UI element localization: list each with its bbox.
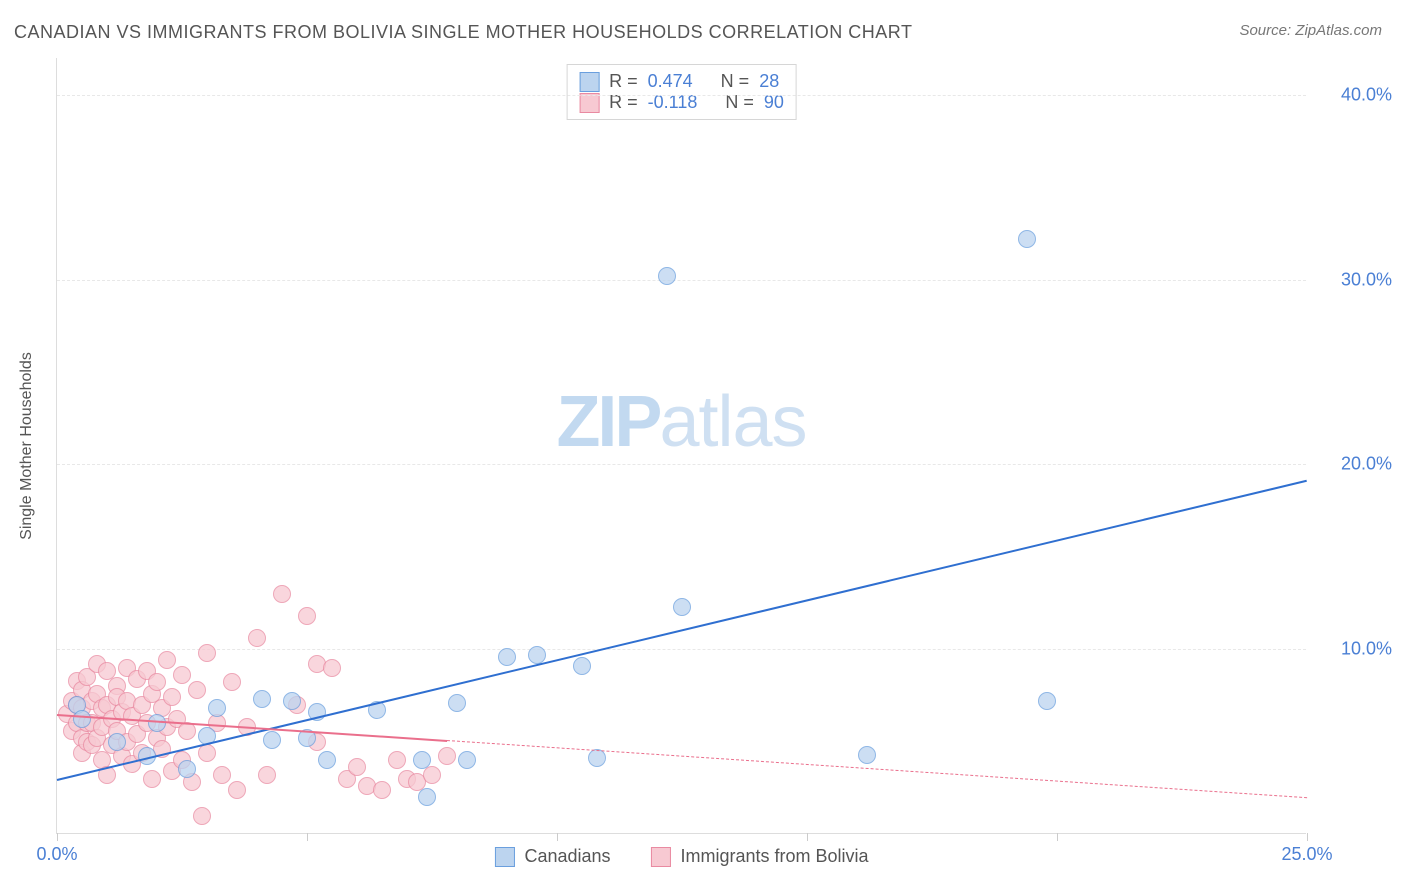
r-label: R = [609,71,638,92]
scatter-point [148,673,166,691]
scatter-point [163,688,181,706]
scatter-point [253,690,271,708]
scatter-point [318,751,336,769]
scatter-point [438,747,456,765]
correlation-stats-box: R = 0.474 N = 28 R = -0.118 N = 90 [566,64,797,120]
trend-line [447,740,1307,798]
y-tick-label: 40.0% [1316,84,1392,105]
x-tick-mark [807,833,808,841]
scatter-point [588,749,606,767]
scatter-point [148,714,166,732]
legend-swatch-bolivia [651,847,671,867]
scatter-point [373,781,391,799]
legend-label-bolivia: Immigrants from Bolivia [681,846,869,867]
legend-swatch-canadians [494,847,514,867]
legend-label-canadians: Canadians [524,846,610,867]
scatter-point [158,651,176,669]
scatter-point [248,629,266,647]
scatter-point [298,607,316,625]
scatter-point [418,788,436,806]
scatter-point [388,751,406,769]
chart-container: CANADIAN VS IMMIGRANTS FROM BOLIVIA SING… [0,0,1406,892]
scatter-point [573,657,591,675]
scatter-point [258,766,276,784]
scatter-point [193,807,211,825]
scatter-point [228,781,246,799]
swatch-canadians [579,72,599,92]
scatter-point [413,751,431,769]
scatter-point [528,646,546,664]
chart-source: Source: ZipAtlas.com [1239,22,1382,39]
trend-line [57,479,1307,780]
scatter-point [143,770,161,788]
x-tick-mark [557,833,558,841]
legend-item-canadians: Canadians [494,846,610,867]
scatter-point [223,673,241,691]
scatter-point [658,267,676,285]
scatter-point [108,733,126,751]
scatter-point [348,758,366,776]
x-tick-mark [307,833,308,841]
gridline [57,649,1306,650]
scatter-point [188,681,206,699]
gridline [57,95,1306,96]
scatter-point [498,648,516,666]
bottom-legend: Canadians Immigrants from Bolivia [494,846,868,867]
stats-row-canadians: R = 0.474 N = 28 [579,71,784,92]
scatter-point [1038,692,1056,710]
n-label: N = [721,71,750,92]
x-tick-mark [1057,833,1058,841]
r-value-canadians: 0.474 [648,71,693,92]
scatter-point [273,585,291,603]
gridline [57,464,1306,465]
scatter-point [73,710,91,728]
scatter-point [858,746,876,764]
scatter-point [198,644,216,662]
scatter-point [448,694,466,712]
watermark-zip: ZIP [556,382,659,462]
watermark-atlas: atlas [659,382,806,462]
chart-title: CANADIAN VS IMMIGRANTS FROM BOLIVIA SING… [14,22,912,43]
y-tick-label: 30.0% [1316,269,1392,290]
scatter-point [458,751,476,769]
legend-item-bolivia: Immigrants from Bolivia [651,846,869,867]
plot-area: ZIPatlas Single Mother Households R = 0.… [56,58,1306,834]
scatter-point [178,760,196,778]
scatter-point [283,692,301,710]
scatter-point [208,699,226,717]
n-value-canadians: 28 [759,71,779,92]
x-tick-label: 25.0% [1281,844,1332,865]
scatter-point [263,731,281,749]
scatter-point [673,598,691,616]
gridline [57,280,1306,281]
scatter-point [213,766,231,784]
y-tick-label: 10.0% [1316,639,1392,660]
watermark: ZIPatlas [556,381,806,463]
y-axis-label: Single Mother Households [18,352,36,540]
x-tick-mark [1307,833,1308,841]
scatter-point [1018,230,1036,248]
scatter-point [323,659,341,677]
scatter-point [173,666,191,684]
x-tick-label: 0.0% [36,844,77,865]
scatter-point [423,766,441,784]
x-tick-mark [57,833,58,841]
y-tick-label: 20.0% [1316,454,1392,475]
